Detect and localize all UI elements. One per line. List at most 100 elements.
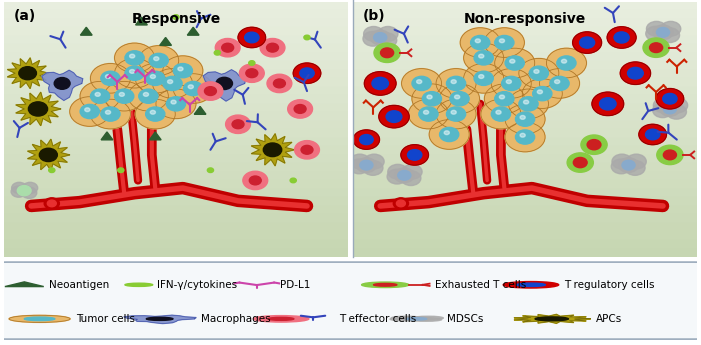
Circle shape (146, 71, 165, 86)
Circle shape (567, 153, 593, 172)
Circle shape (11, 186, 27, 197)
Circle shape (349, 159, 369, 174)
Circle shape (125, 283, 153, 286)
Circle shape (554, 80, 559, 83)
Circle shape (353, 130, 379, 149)
Circle shape (19, 67, 36, 80)
Circle shape (491, 69, 531, 98)
Circle shape (495, 92, 514, 106)
Circle shape (243, 171, 268, 190)
Circle shape (105, 75, 111, 78)
Circle shape (495, 48, 535, 78)
Bar (4, 87, 348, 95)
Circle shape (39, 148, 57, 161)
Circle shape (451, 80, 456, 83)
Circle shape (409, 99, 449, 129)
Polygon shape (7, 58, 48, 89)
Circle shape (273, 79, 285, 88)
Bar (4, 27, 348, 36)
Circle shape (47, 200, 56, 207)
Circle shape (479, 75, 484, 78)
Polygon shape (203, 70, 245, 101)
Circle shape (378, 27, 398, 41)
Circle shape (667, 98, 688, 113)
Polygon shape (16, 92, 61, 126)
Circle shape (663, 150, 676, 160)
Circle shape (9, 315, 70, 323)
Bar (353, 206, 697, 215)
Text: T regulatory cells: T regulatory cells (564, 280, 655, 290)
Circle shape (130, 54, 135, 58)
Circle shape (475, 39, 480, 43)
Bar (4, 248, 348, 257)
Circle shape (266, 43, 278, 52)
Circle shape (450, 92, 469, 106)
Circle shape (391, 316, 422, 320)
Bar (353, 164, 697, 172)
Circle shape (614, 32, 629, 43)
Bar (353, 248, 697, 257)
Circle shape (625, 160, 645, 175)
Circle shape (653, 98, 674, 113)
Bar (4, 19, 348, 27)
Circle shape (178, 67, 183, 71)
Circle shape (646, 129, 660, 140)
Bar (353, 53, 697, 61)
Bar (4, 138, 348, 146)
Circle shape (484, 28, 524, 57)
Circle shape (268, 317, 294, 321)
Circle shape (520, 116, 525, 119)
Text: APCs: APCs (596, 314, 622, 324)
Text: Neoantigen: Neoantigen (49, 280, 109, 290)
Text: Exhausted T cells: Exhausted T cells (435, 280, 526, 290)
Circle shape (153, 69, 193, 98)
Circle shape (508, 89, 548, 119)
Circle shape (519, 58, 559, 88)
Circle shape (205, 87, 217, 96)
Circle shape (135, 99, 175, 129)
Bar (4, 70, 348, 78)
Circle shape (510, 59, 515, 63)
Circle shape (246, 69, 258, 78)
Circle shape (150, 110, 156, 114)
Circle shape (80, 105, 100, 119)
Circle shape (90, 99, 130, 129)
Bar (4, 240, 348, 248)
Circle shape (656, 89, 683, 109)
Bar (353, 197, 697, 206)
Bar (4, 95, 348, 104)
Polygon shape (194, 106, 206, 114)
Circle shape (622, 160, 635, 170)
Circle shape (663, 104, 676, 114)
Circle shape (90, 89, 109, 103)
Circle shape (250, 176, 261, 185)
Bar (353, 129, 697, 138)
Circle shape (90, 63, 130, 93)
Circle shape (226, 115, 250, 134)
Circle shape (363, 31, 383, 46)
Circle shape (657, 145, 683, 165)
Circle shape (402, 69, 442, 98)
Circle shape (401, 171, 421, 186)
Text: IFN-γ/cytokines: IFN-γ/cytokines (157, 280, 237, 290)
Bar (4, 61, 348, 70)
Circle shape (587, 140, 601, 150)
Circle shape (118, 168, 124, 172)
Circle shape (184, 81, 203, 96)
Circle shape (470, 36, 490, 50)
Polygon shape (135, 17, 147, 25)
Bar (353, 2, 697, 10)
Circle shape (387, 169, 407, 184)
Bar (4, 104, 348, 112)
Circle shape (503, 282, 559, 288)
Circle shape (146, 107, 165, 121)
Circle shape (150, 75, 156, 78)
Text: MDSCs: MDSCs (447, 314, 484, 324)
Bar (353, 138, 697, 146)
Circle shape (48, 168, 55, 172)
Bar (353, 70, 697, 78)
Circle shape (413, 316, 443, 320)
Circle shape (222, 43, 233, 52)
Circle shape (440, 127, 458, 141)
Circle shape (599, 98, 616, 110)
